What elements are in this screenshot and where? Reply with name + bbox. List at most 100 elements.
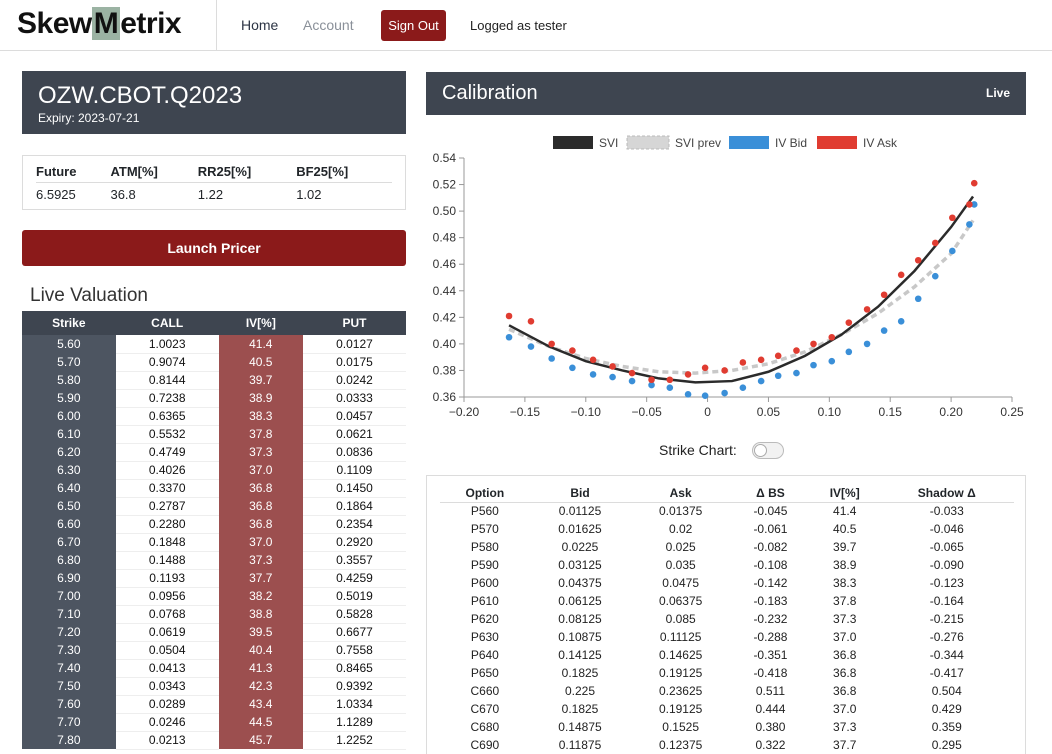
valuation-row[interactable]: 7.40 0.0413 41.3 0.8465 xyxy=(22,659,406,678)
valuation-row[interactable]: 6.90 0.1193 37.7 0.4259 xyxy=(22,569,406,588)
valuation-row[interactable]: 6.30 0.4026 37.0 0.1109 xyxy=(22,461,406,480)
iv-ask-point xyxy=(897,271,905,279)
option-delta-bs-cell: -0.418 xyxy=(753,666,788,680)
option-row[interactable]: P630 0.10875 0.11125 -0.288 37.0 -0.276 xyxy=(440,628,1014,646)
option-row[interactable]: P640 0.14125 0.14625 -0.351 36.8 -0.344 xyxy=(440,646,1014,664)
svi-prev-curve xyxy=(508,219,975,375)
option-row[interactable]: P580 0.0225 0.025 -0.082 39.7 -0.065 xyxy=(440,538,1014,556)
valuation-row[interactable]: 6.80 0.1488 37.3 0.3557 xyxy=(22,551,406,570)
valuation-row[interactable]: 5.90 0.7238 38.9 0.0333 xyxy=(22,389,406,408)
option-row[interactable]: P560 0.01125 0.01375 -0.045 41.4 -0.033 xyxy=(440,502,1014,520)
brand-logo[interactable]: SkewMetrix xyxy=(17,7,182,41)
summary-header-future: Future xyxy=(36,162,111,183)
option-ask-cell: 0.085 xyxy=(665,612,696,626)
valuation-iv-cell: 40.5 xyxy=(218,353,303,371)
sign-out-button[interactable]: Sign Out xyxy=(381,10,446,41)
iv-bid-point xyxy=(931,272,939,280)
launch-pricer-button[interactable]: Launch Pricer xyxy=(22,230,406,266)
y-tick-label: 0.52 xyxy=(433,178,457,192)
valuation-put-cell: 0.7558 xyxy=(302,641,406,660)
option-row[interactable]: P570 0.01625 0.02 -0.061 40.5 -0.046 xyxy=(440,520,1014,538)
valuation-row[interactable]: 6.50 0.2787 36.8 0.1864 xyxy=(22,497,406,516)
nav-account-link[interactable]: Account xyxy=(303,17,354,33)
option-row[interactable]: C670 0.1825 0.19125 0.444 37.0 0.429 xyxy=(440,700,1014,718)
valuation-row[interactable]: 6.00 0.6365 38.3 0.0457 xyxy=(22,407,406,426)
option-ask-cell: 0.19125 xyxy=(658,702,703,716)
valuation-strike-cell: 6.40 xyxy=(22,479,116,497)
option-name-cell: P650 xyxy=(470,666,499,680)
valuation-iv-cell: 38.9 xyxy=(218,389,303,407)
valuation-put-cell: 0.5019 xyxy=(302,587,406,606)
valuation-row[interactable]: 7.50 0.0343 42.3 0.9392 xyxy=(22,677,406,696)
valuation-row[interactable]: 7.30 0.0504 40.4 0.7558 xyxy=(22,641,406,660)
valuation-call-cell: 0.0413 xyxy=(115,659,219,678)
option-row[interactable]: C660 0.225 0.23625 0.511 36.8 0.504 xyxy=(440,682,1014,700)
option-row[interactable]: C690 0.11875 0.12375 0.322 37.7 0.295 xyxy=(440,736,1014,754)
option-row[interactable]: P620 0.08125 0.085 -0.232 37.3 -0.215 xyxy=(440,610,1014,628)
strike-chart-toggle[interactable] xyxy=(752,442,784,459)
strike-chart-label: Strike Chart: xyxy=(659,442,737,458)
valuation-row[interactable]: 6.60 0.2280 36.8 0.2354 xyxy=(22,515,406,534)
option-row[interactable]: P610 0.06125 0.06375 -0.183 37.8 -0.164 xyxy=(440,592,1014,610)
valuation-row[interactable]: 5.60 1.0023 41.4 0.0127 xyxy=(22,335,406,354)
valuation-row[interactable]: 5.70 0.9074 40.5 0.0175 xyxy=(22,353,406,372)
valuation-row[interactable]: 7.60 0.0289 43.4 1.0334 xyxy=(22,695,406,714)
valuation-row[interactable]: 6.10 0.5532 37.8 0.0621 xyxy=(22,425,406,444)
nav-home-link[interactable]: Home xyxy=(241,17,279,33)
option-row[interactable]: C680 0.14875 0.1525 0.380 37.3 0.359 xyxy=(440,718,1014,736)
valuation-strike-cell: 6.80 xyxy=(22,551,116,569)
option-shadow-delta-cell: -0.033 xyxy=(929,504,964,519)
valuation-iv-cell: 45.7 xyxy=(218,731,303,749)
valuation-iv-cell: 39.5 xyxy=(218,623,303,641)
valuation-row[interactable]: 7.80 0.0213 45.7 1.2252 xyxy=(22,731,406,750)
option-ask-cell: 0.11125 xyxy=(659,630,702,644)
legend-swatch xyxy=(626,135,670,150)
valuation-row[interactable]: 7.00 0.0956 38.2 0.5019 xyxy=(22,587,406,606)
valuation-row[interactable]: 7.10 0.0768 38.8 0.5828 xyxy=(22,605,406,624)
option-ask-cell: 0.0475 xyxy=(662,576,699,590)
iv-ask-point xyxy=(949,214,956,222)
valuation-strike-cell: 6.70 xyxy=(22,533,116,551)
iv-bid-point xyxy=(648,381,655,389)
iv-ask-point xyxy=(701,364,709,372)
option-row[interactable]: P590 0.03125 0.035 -0.108 38.9 -0.090 xyxy=(440,556,1014,574)
live-valuation-table: Strike CALL IV[%] PUT 5.60 1.0023 41.4 0.01… xyxy=(22,311,406,750)
valuation-row[interactable]: 7.70 0.0246 44.5 1.1289 xyxy=(22,713,406,732)
calibration-chart-svg: −0.20 −0.15 −0.10 −0.05 0 0.05 0.10 0.15 0.20 0.2… xyxy=(433,135,1024,419)
option-shadow-delta-cell: -0.215 xyxy=(929,612,964,626)
option-iv-cell: 38.3 xyxy=(833,576,857,590)
valuation-put-cell: 0.0127 xyxy=(302,335,406,354)
valuation-row[interactable]: 6.70 0.1848 37.0 0.2920 xyxy=(22,533,406,552)
x-tick-label: 0.25 xyxy=(1000,405,1024,419)
valuation-put-cell: 0.0836 xyxy=(302,443,406,462)
option-ask-cell: 0.19125 xyxy=(658,666,703,680)
valuation-row[interactable]: 6.40 0.3370 36.8 0.1450 xyxy=(22,479,406,498)
y-tick-label: 0.46 xyxy=(433,257,457,271)
option-row[interactable]: P600 0.04375 0.0475 -0.142 38.3 -0.123 xyxy=(440,574,1014,592)
option-delta-bs-cell: 0.380 xyxy=(755,720,786,734)
option-bid-cell: 0.225 xyxy=(564,684,596,698)
market-summary: Future ATM[%] RR25[%] BF25[%] 6.5925 36.… xyxy=(22,155,406,210)
iv-ask-point xyxy=(628,369,636,377)
legend-label: IV Bid xyxy=(775,136,807,150)
valuation-iv-cell: 43.4 xyxy=(218,695,303,713)
option-row[interactable]: P650 0.1825 0.19125 -0.418 36.8 -0.417 xyxy=(440,664,1014,682)
valuation-call-cell: 0.0246 xyxy=(115,713,219,732)
legend-label: SVI prev xyxy=(675,136,721,150)
option-iv-cell: 40.5 xyxy=(833,522,857,536)
iv-ask-point xyxy=(589,356,597,364)
valuation-row[interactable]: 5.80 0.8144 39.7 0.0242 xyxy=(22,371,406,390)
valuation-iv-cell: 37.3 xyxy=(218,443,303,461)
valuation-row[interactable]: 6.20 0.4749 37.3 0.0836 xyxy=(22,443,406,462)
valuation-call-cell: 0.1488 xyxy=(115,551,219,570)
valuation-call-cell: 0.0619 xyxy=(115,623,219,642)
brand-pre: Skew xyxy=(17,7,92,40)
option-shadow-delta-cell: -0.046 xyxy=(929,522,964,536)
option-bid-cell: 0.0225 xyxy=(561,540,599,554)
option-iv-cell: 36.8 xyxy=(833,666,857,680)
valuation-strike-cell: 7.20 xyxy=(22,623,116,641)
valuation-header-iv: IV[%] xyxy=(218,311,303,335)
valuation-row[interactable]: 7.20 0.0619 39.5 0.6677 xyxy=(22,623,406,642)
option-name-cell: P590 xyxy=(470,558,499,572)
iv-bid-point xyxy=(970,201,978,208)
